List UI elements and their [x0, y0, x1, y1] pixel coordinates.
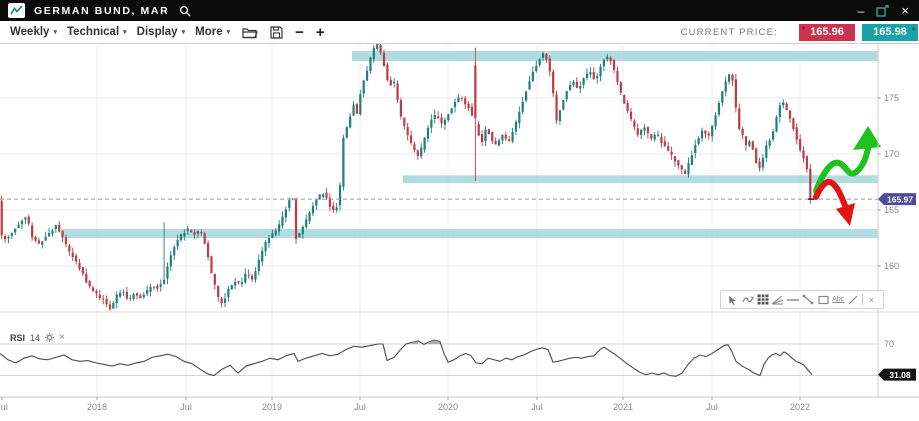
chevron-down-icon: ▾ [123, 29, 127, 36]
time-tick-label: Jul [706, 402, 718, 412]
line-tool-icon[interactable] [847, 292, 860, 307]
rsi-period: 14 [30, 332, 41, 343]
chevron-down-icon: ▾ [181, 29, 186, 36]
close-button[interactable]: × [901, 3, 909, 18]
time-tick-label: Jul [180, 402, 192, 412]
save-icon[interactable] [270, 25, 283, 39]
zoom-in-button[interactable]: + [315, 23, 325, 41]
up-tick-icon: ▴ [911, 25, 915, 32]
display-menu[interactable]: Display ▾ [136, 26, 186, 38]
rsi-indicator-header: RSI 14 × [10, 332, 65, 343]
green-up-arrowhead [853, 126, 881, 150]
pointer-tool-icon[interactable] [726, 292, 739, 307]
red-down-arrowhead [836, 203, 855, 226]
text-tool-icon[interactable]: Abc [832, 296, 845, 303]
price-tick-label: 175 [884, 93, 899, 103]
chart-toolbar: Weekly ▾ Technical ▾ Display ▾ More ▾ − + [0, 21, 919, 44]
green-up-arrow [813, 146, 871, 194]
technical-menu[interactable]: Technical ▾ [66, 26, 127, 38]
red-down-arrow [813, 178, 850, 213]
more-menu[interactable]: More ▾ [195, 26, 231, 38]
resistance-zone [352, 50, 878, 62]
chevron-down-icon: ▾ [53, 29, 57, 36]
ask-price-badge[interactable]: 165.98 ▴ [862, 23, 918, 41]
grid-tool-icon[interactable] [756, 292, 769, 307]
bid-price-badge[interactable]: ▾ 165.96 [799, 23, 855, 41]
drawing-toolbar: Abc × [720, 290, 884, 309]
time-tick-label: Jul [354, 402, 366, 412]
down-tick-icon: ▾ [802, 25, 806, 32]
major-support-zone [61, 229, 878, 238]
rsi-overbought-fill [412, 340, 418, 344]
horizontal-line-tool-icon[interactable] [786, 292, 799, 307]
current-price-label: CURRENT PRICE: [680, 26, 778, 38]
fan-lines-tool-icon[interactable] [771, 292, 784, 307]
rectangle-tool-icon[interactable] [817, 292, 830, 307]
current-price-badge [878, 193, 916, 206]
close-drawing-toolbar-icon[interactable]: × [868, 294, 875, 305]
candlestick-series [0, 44, 812, 311]
time-tick-label: Jul [0, 402, 8, 412]
timeframe-menu[interactable]: Weekly ▾ [10, 26, 57, 38]
time-tick-label: 2022 [790, 402, 810, 412]
toolbar-divider [861, 294, 863, 305]
current-price-badge-text: 165.97 [887, 194, 913, 204]
title-bar: GERMAN BUND, MAR – × [0, 0, 919, 21]
minimize-button[interactable]: – [857, 3, 865, 18]
rsi-value-badge [878, 368, 916, 381]
open-folder-icon[interactable] [242, 26, 258, 39]
time-tick-label: 2018 [87, 402, 107, 412]
price-tick-label: 165 [884, 205, 899, 215]
popout-button[interactable] [876, 4, 890, 17]
rsi-line [0, 339, 813, 377]
instrument-title: GERMAN BUND, MAR [34, 4, 170, 17]
minor-support-zone [403, 175, 878, 184]
chevron-down-icon: ▾ [226, 29, 231, 36]
price-tick-label: 170 [884, 149, 899, 159]
freehand-curve-tool-icon[interactable] [741, 292, 754, 307]
rsi-label: RSI [10, 332, 26, 343]
current-price-area: CURRENT PRICE: ▾ 165.96 165.98 ▴ [680, 23, 919, 41]
window-controls: – × [858, 3, 919, 18]
zoom-out-button[interactable]: − [295, 23, 304, 41]
segment-tool-icon[interactable] [801, 292, 814, 307]
gear-icon[interactable] [45, 333, 54, 342]
time-tick-label: 2021 [613, 402, 633, 412]
rsi-level-label: 70 [884, 339, 894, 349]
chart-canvas[interactable]: 175 170 165 160 70 Jul 2018 Jul 2019 Jul 2020 Jul 20… [0, 44, 919, 421]
remove-indicator-icon[interactable]: × [59, 332, 65, 343]
time-tick-label: 2020 [438, 402, 458, 412]
rsi-value-badge-text: 31.08 [889, 370, 911, 380]
time-tick-label: 2019 [262, 402, 282, 412]
price-tick-label: 160 [884, 261, 899, 271]
search-icon[interactable] [179, 5, 191, 17]
rsi-overbought-fill [428, 340, 440, 344]
app-logo-icon [8, 3, 25, 18]
time-tick-label: Jul [531, 402, 543, 412]
